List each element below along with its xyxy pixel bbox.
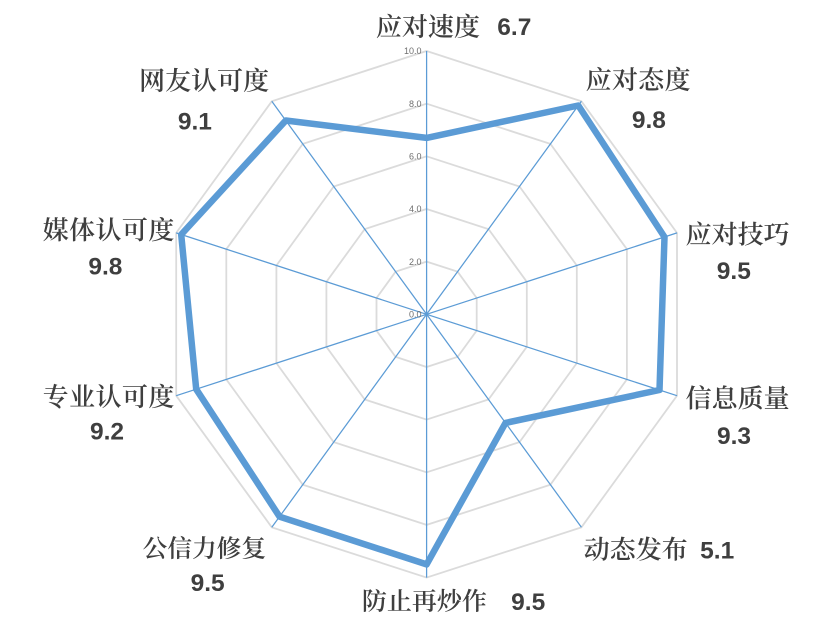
svg-text:5.1: 5.1: [700, 537, 734, 564]
svg-text:4.0: 4.0: [409, 204, 422, 214]
svg-text:9.5: 9.5: [717, 258, 751, 285]
svg-text:9.3: 9.3: [717, 423, 751, 450]
svg-text:2.0: 2.0: [409, 257, 422, 267]
svg-text:10.0: 10.0: [404, 46, 422, 56]
svg-text:9.5: 9.5: [191, 570, 225, 597]
svg-text:9.8: 9.8: [88, 254, 122, 281]
svg-text:6.0: 6.0: [409, 152, 422, 162]
svg-text:9.1: 9.1: [178, 109, 212, 136]
svg-text:6.7: 6.7: [497, 14, 531, 41]
svg-text:9.5: 9.5: [511, 589, 545, 616]
svg-text:9.8: 9.8: [632, 107, 666, 134]
svg-text:8.0: 8.0: [409, 99, 422, 109]
svg-text:0.0: 0.0: [409, 310, 422, 320]
svg-text:9.2: 9.2: [90, 419, 124, 446]
